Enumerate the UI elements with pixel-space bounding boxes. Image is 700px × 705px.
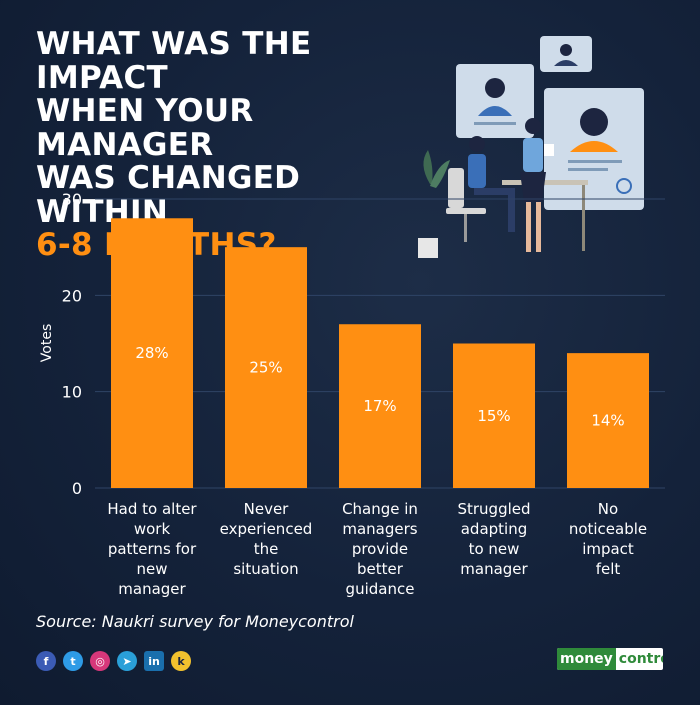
bar — [339, 324, 421, 488]
bar — [453, 343, 535, 488]
x-category-label: Struggled adapting to new manager — [457, 500, 530, 578]
source-note: Source: Naukri survey for Moneycontrol — [36, 612, 354, 631]
office-illustration — [418, 36, 644, 258]
bar-data-label: 25% — [249, 359, 282, 377]
instagram-icon[interactable]: ◎ — [90, 651, 110, 671]
social-links: f t ◎ ➤ in k — [36, 651, 191, 671]
page-title: WHAT WAS THE IMPACT WHEN YOUR MANAGER WA… — [36, 26, 436, 263]
y-tick-label: 10 — [62, 383, 82, 402]
x-category-label: Change in managers provide better guidance — [342, 500, 418, 598]
bar — [225, 247, 307, 488]
bar — [111, 218, 193, 488]
x-category-label: Never experienced the situation — [220, 500, 313, 578]
title-line-1: WHAT WAS THE IMPACT — [36, 26, 312, 96]
linkedin-icon[interactable]: in — [144, 651, 164, 671]
y-tick-label: 0 — [72, 479, 82, 498]
y-tick-label: 30 — [62, 190, 82, 209]
moneycontrol-logo: moneycontrol — [557, 648, 663, 670]
telegram-icon[interactable]: ➤ — [117, 651, 137, 671]
koo-icon[interactable]: k — [171, 651, 191, 671]
y-tick-label: 20 — [62, 286, 82, 305]
x-category-label: Had to alter work patterns for new manager — [107, 500, 197, 598]
bar — [567, 353, 649, 488]
bar-data-label: 15% — [477, 407, 510, 425]
title-line-2: WHEN YOUR MANAGER — [36, 93, 254, 163]
brand-part-2: control — [618, 651, 663, 667]
bar-data-label: 14% — [591, 412, 624, 430]
twitter-icon[interactable]: t — [63, 651, 83, 671]
x-category-label: No noticeable impact felt — [569, 500, 647, 578]
facebook-icon[interactable]: f — [36, 651, 56, 671]
brand-part-1: money — [557, 648, 616, 670]
title-line-3: WAS CHANGED WITHIN — [36, 160, 301, 230]
bar-data-label: 28% — [135, 344, 168, 362]
bar-data-label: 17% — [363, 397, 396, 415]
y-axis-label: Votes — [39, 324, 55, 362]
